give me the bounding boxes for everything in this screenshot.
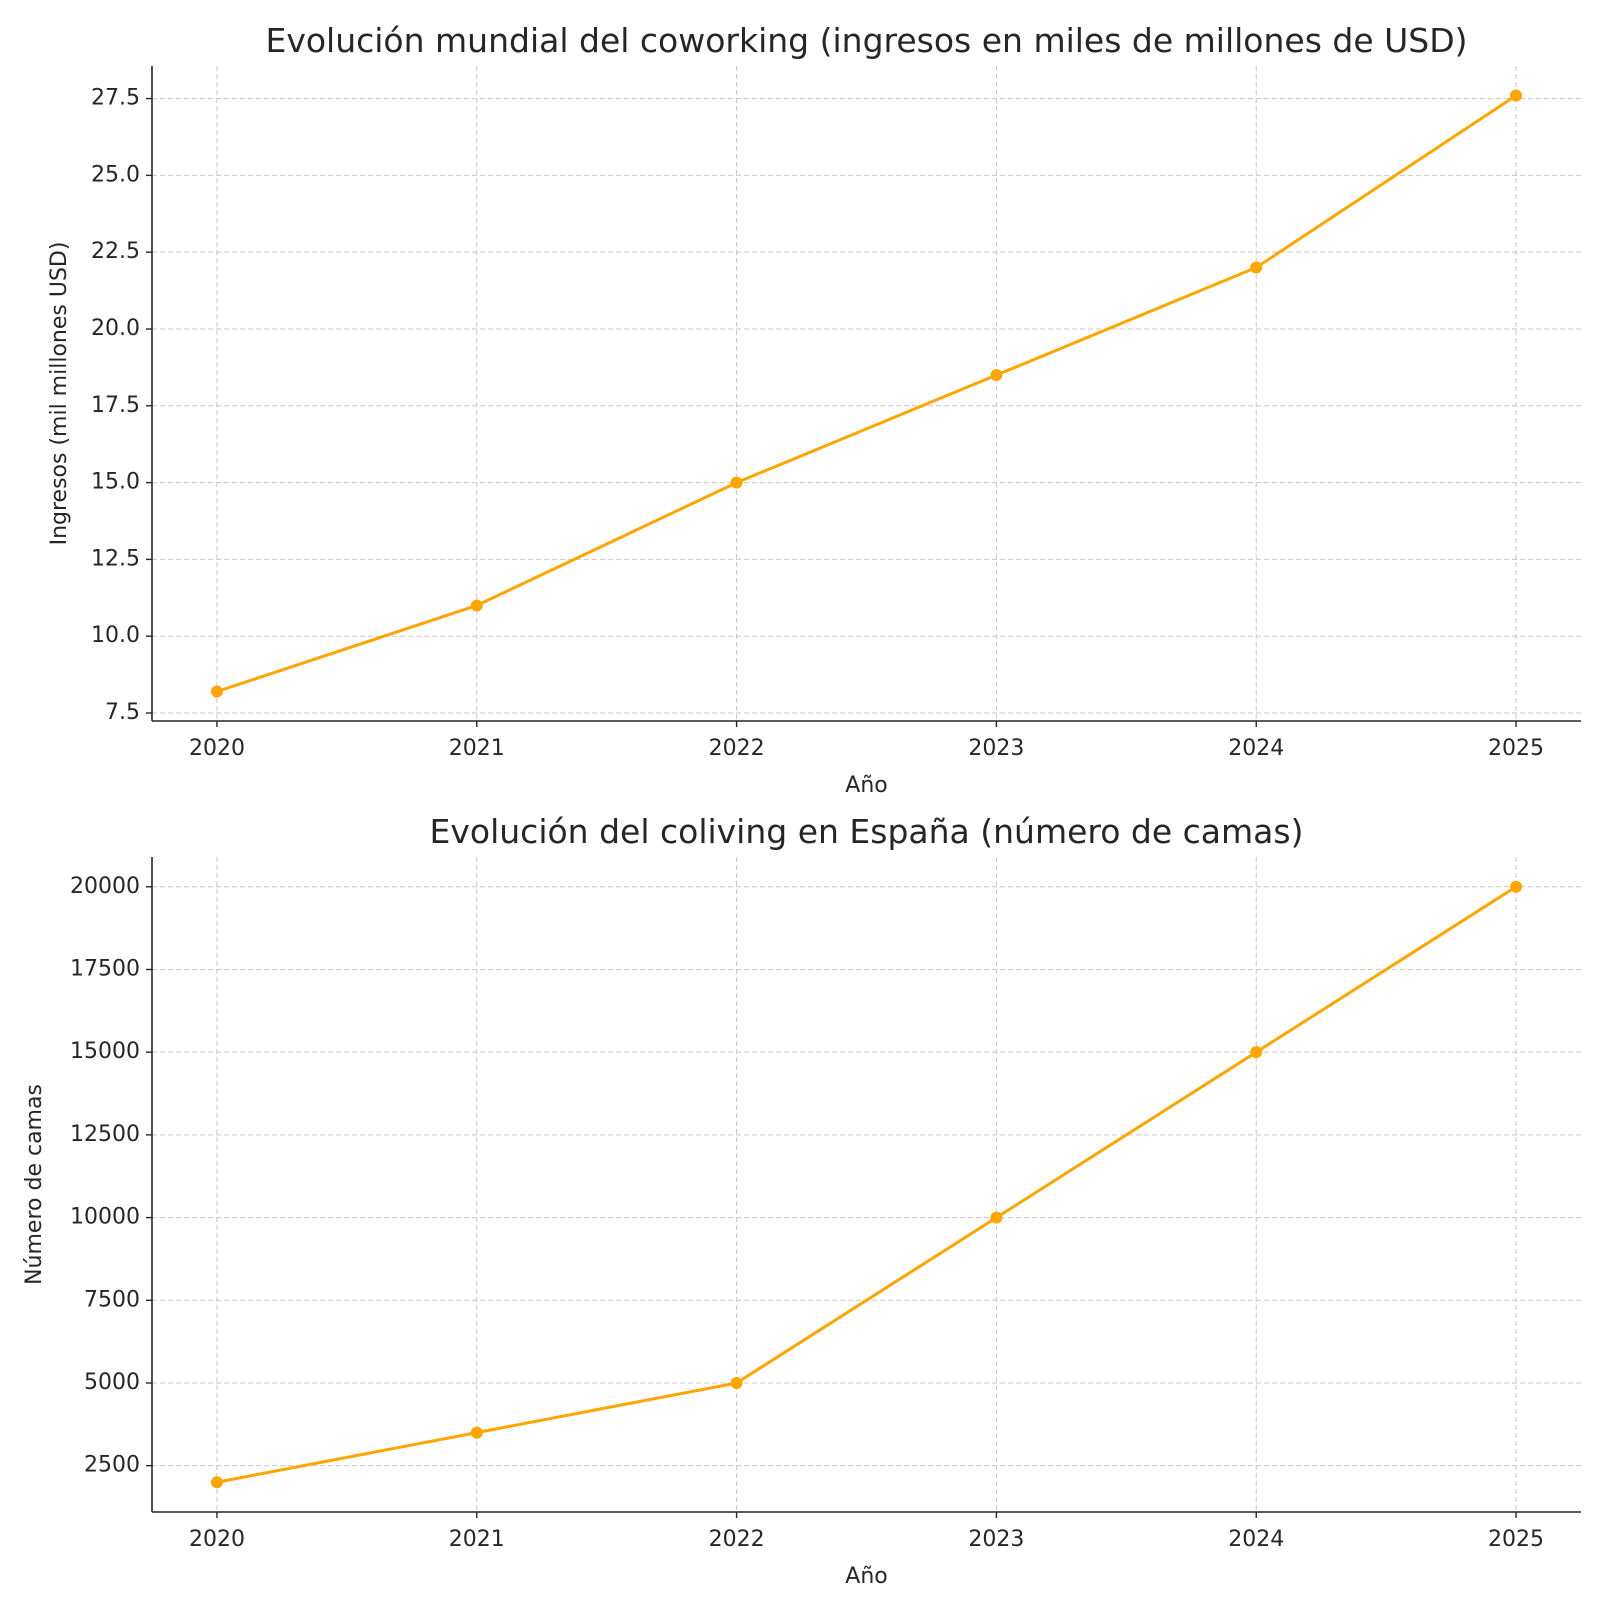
chart-title: Evolución mundial del coworking (ingreso… — [265, 21, 1467, 60]
data-point — [470, 599, 483, 612]
x-tick-label: 2025 — [1488, 1527, 1544, 1552]
y-tick-label: 10.0 — [91, 623, 140, 648]
x-tick-label: 2021 — [449, 1527, 505, 1552]
x-axis-label: Año — [845, 773, 887, 798]
x-tick-label: 2024 — [1228, 736, 1284, 761]
data-point — [990, 1211, 1003, 1224]
x-tick-label: 2024 — [1228, 1527, 1284, 1552]
y-tick-label: 12500 — [70, 1122, 140, 1147]
y-tick-label: 17500 — [70, 956, 140, 981]
y-axis-label: Número de camas — [22, 1084, 47, 1285]
y-tick-label: 2500 — [84, 1453, 140, 1478]
y-tick-label: 17.5 — [91, 393, 140, 418]
data-point — [730, 1376, 743, 1389]
data-point — [730, 476, 743, 489]
x-tick-label: 2023 — [968, 736, 1024, 761]
y-tick-label: 25.0 — [91, 162, 140, 187]
data-point — [210, 685, 223, 698]
data-point — [210, 1476, 223, 1489]
chart-title: Evolución del coliving en España (número… — [430, 812, 1304, 851]
x-tick-label: 2025 — [1488, 736, 1544, 761]
x-tick-label: 2022 — [709, 1527, 765, 1552]
y-tick-label: 20000 — [70, 874, 140, 899]
data-point — [990, 369, 1003, 382]
data-point — [1510, 880, 1523, 893]
coliving-chart: 2020 2021 2022 2023 2024 2025 2500 5000 7500 1000… — [22, 812, 1581, 1589]
y-tick-label: 5000 — [84, 1370, 140, 1395]
x-axis-label: Año — [845, 1564, 887, 1589]
y-tick-label: 7500 — [84, 1287, 140, 1312]
y-axis-label: Ingresos (mil millones USD) — [47, 242, 72, 546]
y-tick-label: 10000 — [70, 1205, 140, 1230]
coworking-chart: 2020 2021 2022 2023 2024 2025 7.5 10.0 12.5 15.0 1… — [47, 21, 1581, 798]
series-line — [216, 885, 1517, 1484]
x-tick-label: 2021 — [449, 736, 505, 761]
x-tick-label: 2022 — [709, 736, 765, 761]
x-tick-label: 2020 — [189, 736, 245, 761]
y-tick-label: 22.5 — [91, 239, 140, 264]
x-tick-label: 2023 — [968, 1527, 1024, 1552]
y-tick-label: 7.5 — [105, 700, 140, 725]
data-point — [1510, 89, 1523, 102]
x-tick-label: 2020 — [189, 1527, 245, 1552]
data-point — [470, 1426, 483, 1439]
data-point — [1250, 1046, 1263, 1059]
y-tick-label: 20.0 — [91, 316, 140, 341]
series-line — [216, 94, 1517, 693]
data-point — [1250, 261, 1263, 274]
y-tick-label: 27.5 — [91, 86, 140, 111]
y-tick-label: 12.5 — [91, 546, 140, 571]
y-tick-label: 15000 — [70, 1039, 140, 1064]
y-tick-label: 15.0 — [91, 470, 140, 495]
